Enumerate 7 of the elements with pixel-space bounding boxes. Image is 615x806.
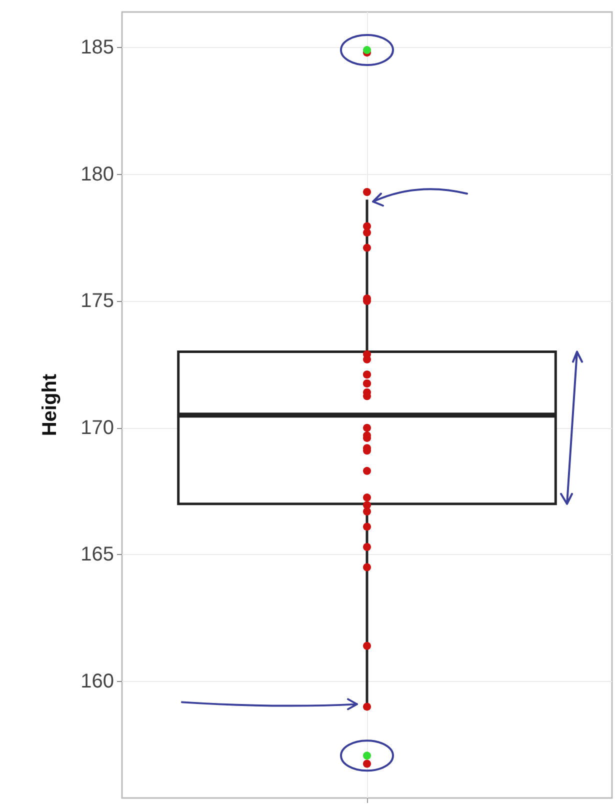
y-tick-label: 175: [80, 290, 114, 312]
y-tick-label: 170: [80, 416, 114, 439]
y-tick-label: 180: [80, 163, 114, 186]
y-tick-label: 185: [80, 36, 114, 58]
y-tick-label: 160: [80, 670, 114, 692]
y-tick-label: 165: [80, 544, 114, 566]
y-axis-title: Height: [39, 374, 61, 436]
